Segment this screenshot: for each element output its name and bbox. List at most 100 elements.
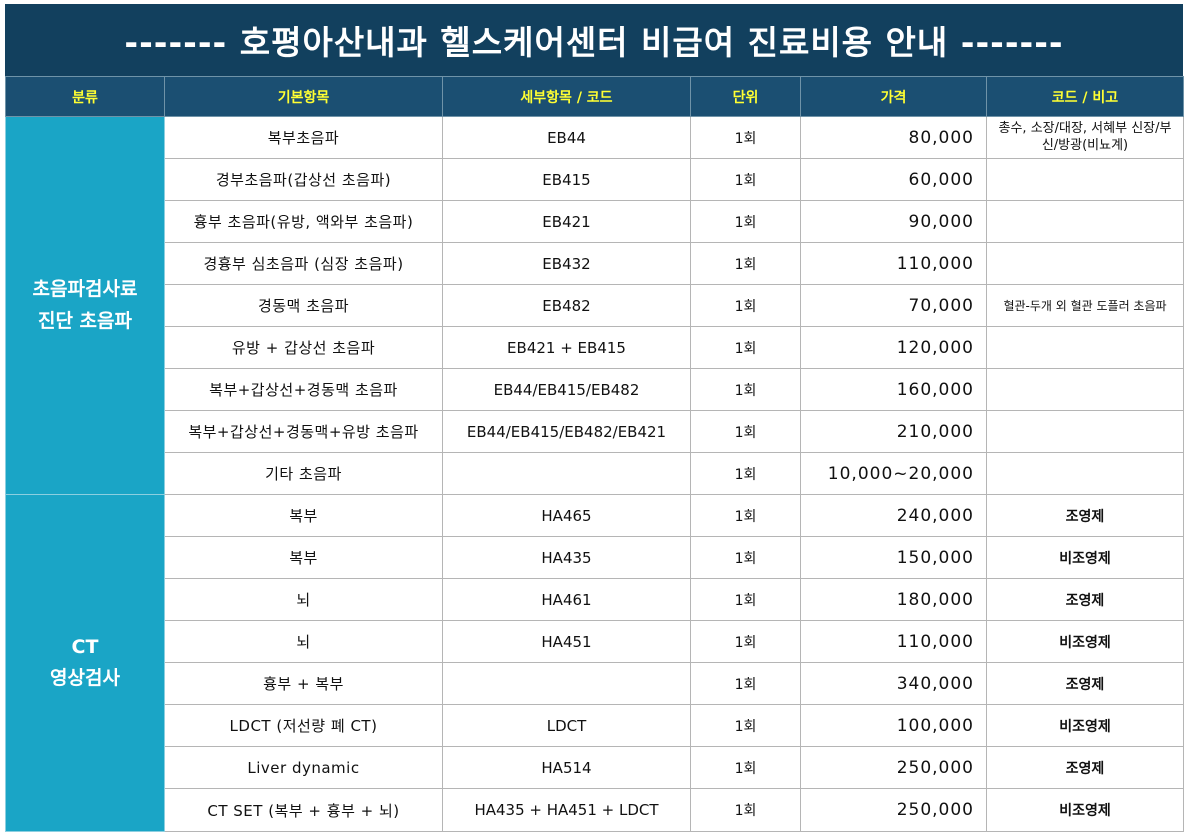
item-code: HA435 + HA451 + LDCT [442,788,691,832]
table-row: 경동맥 초음파 EB482 1회 70,000 혈관-두개 외 혈관 도플러 초… [6,284,1184,327]
item-code: HA514 [442,746,691,789]
header-detail-code: 세부항목 / 코드 [442,76,691,117]
item-price: 10,000~20,000 [800,452,987,495]
item-unit: 1회 [690,284,801,327]
item-unit: 1회 [690,494,801,537]
item-unit: 1회 [690,620,801,663]
item-note [986,200,1184,243]
table-row: 초음파검사료 진단 초음파 복부초음파 EB44 1회 80,000 총수, 소… [5,116,1184,495]
item-unit: 1회 [690,746,801,789]
item-price: 340,000 [800,662,987,705]
item-unit: 1회 [690,788,801,832]
item-unit: 1회 [690,662,801,705]
item-code: EB482 [442,284,691,327]
item-note: 조영제 [986,494,1184,537]
item-price: 100,000 [800,704,987,747]
table-row: 유방 + 갑상선 초음파 EB421 + EB415 1회 120,000 [6,326,1184,369]
item-price: 60,000 [800,158,987,201]
item-price: 250,000 [800,746,987,789]
table-row: CT 영상검사 복부 HA465 1회 240,000 조영제 [5,494,1184,832]
item-name: 뇌 [164,578,443,621]
item-unit: 1회 [690,704,801,747]
category-ultrasound: 초음파검사료 진단 초음파 [5,116,165,495]
category-label-line: CT [71,635,99,658]
table-row: 흉부 초음파(유방, 액와부 초음파) EB421 1회 90,000 [6,200,1184,243]
item-note: 비조영제 [986,788,1184,832]
item-unit: 1회 [690,200,801,243]
item-name: CT SET (복부 + 흉부 + 뇌) [164,788,443,832]
item-unit: 1회 [690,368,801,411]
item-unit: 1회 [690,578,801,621]
table-row: CT SET (복부 + 흉부 + 뇌) HA435 + HA451 + LDC… [6,788,1184,832]
item-code [442,662,691,705]
item-unit: 1회 [690,452,801,495]
item-code: EB421 [442,200,691,243]
table-row: LDCT (저선량 폐 CT) LDCT 1회 100,000 비조영제 [6,704,1184,747]
item-name: 기타 초음파 [164,452,443,495]
item-price: 120,000 [800,326,987,369]
item-name: 복부 [164,536,443,579]
item-code: EB44/EB415/EB482 [442,368,691,411]
item-price: 90,000 [800,200,987,243]
item-note: 비조영제 [986,536,1184,579]
item-code: HA465 [442,494,691,537]
table-row: 복부+갑상선+경동맥 초음파 EB44/EB415/EB482 1회 160,0… [6,368,1184,411]
item-note: 조영제 [986,578,1184,621]
category-ct: CT 영상검사 [5,494,165,832]
item-code: HA435 [442,536,691,579]
price-table: 분류 기본항목 세부항목 / 코드 단위 가격 코드 / 비고 초음파검사료 진… [5,76,1184,832]
item-unit: 1회 [690,410,801,453]
item-code: HA451 [442,620,691,663]
table-row: 복부 HA435 1회 150,000 비조영제 [6,536,1184,579]
header-row: 분류 기본항목 세부항목 / 코드 단위 가격 코드 / 비고 [5,76,1184,117]
item-note: 총수, 소장/대장, 서혜부 신장/부신/방광(비뇨계) [986,116,1184,159]
item-name: LDCT (저선량 폐 CT) [164,704,443,747]
table-row: 경부초음파(갑상선 초음파) EB415 1회 60,000 [6,158,1184,201]
table-row: 뇌 HA461 1회 180,000 조영제 [6,578,1184,621]
header-price: 가격 [800,76,987,117]
item-price: 160,000 [800,368,987,411]
item-price: 210,000 [800,410,987,453]
item-note [986,242,1184,285]
header-unit: 단위 [690,76,801,117]
category-label-line: 초음파검사료 [32,278,138,301]
table-row: 기타 초음파 1회 10,000~20,000 [6,452,1184,495]
item-name: 경부초음파(갑상선 초음파) [164,158,443,201]
item-note: 혈관-두개 외 혈관 도플러 초음파 [986,284,1184,327]
table-row: 흉부 + 복부 1회 340,000 조영제 [6,662,1184,705]
category-label-line: 진단 초음파 [37,309,132,332]
item-name: Liver dynamic [164,746,443,789]
item-code: EB421 + EB415 [442,326,691,369]
item-name: 복부 [164,494,443,537]
item-price: 70,000 [800,284,987,327]
item-note: 비조영제 [986,620,1184,663]
item-unit: 1회 [690,116,801,159]
item-name: 뇌 [164,620,443,663]
item-name: 경동맥 초음파 [164,284,443,327]
page-title: ------- 호평아산내과 헬스케어센터 비급여 진료비용 안내 ------… [5,4,1183,76]
item-note [986,368,1184,411]
table-row: Liver dynamic HA514 1회 250,000 조영제 [6,746,1184,789]
item-note [986,410,1184,453]
header-item: 기본항목 [164,76,443,117]
item-price: 250,000 [800,788,987,832]
table-row: 복부+갑상선+경동맥+유방 초음파 EB44/EB415/EB482/EB421… [6,410,1184,453]
item-price: 240,000 [800,494,987,537]
item-code: EB415 [442,158,691,201]
item-name: 복부+갑상선+경동맥 초음파 [164,368,443,411]
item-note [986,158,1184,201]
item-note: 비조영제 [986,704,1184,747]
item-name: 복부초음파 [164,116,443,159]
item-code: EB44 [442,116,691,159]
item-unit: 1회 [690,242,801,285]
header-category: 분류 [5,76,165,117]
item-unit: 1회 [690,158,801,201]
item-code: EB432 [442,242,691,285]
item-name: 흉부 초음파(유방, 액와부 초음파) [164,200,443,243]
item-price: 110,000 [800,620,987,663]
item-unit: 1회 [690,536,801,579]
item-code: LDCT [442,704,691,747]
item-note: 조영제 [986,662,1184,705]
item-note [986,452,1184,495]
item-price: 110,000 [800,242,987,285]
